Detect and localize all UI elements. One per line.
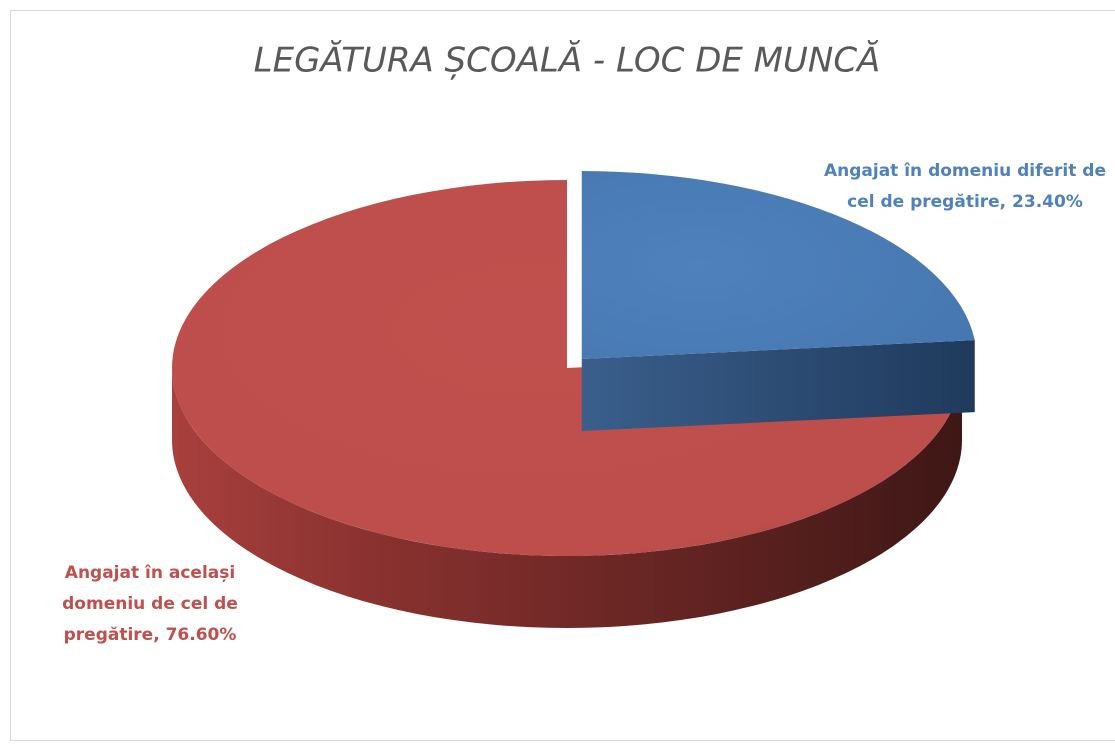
slice-side bbox=[172, 368, 962, 628]
slice-side bbox=[581, 340, 975, 432]
label-line: Angajat în același bbox=[65, 563, 235, 583]
data-label: Angajat în domeniu diferit de cel de preg… bbox=[824, 161, 1106, 212]
slice-top bbox=[581, 171, 975, 360]
slice bbox=[172, 180, 963, 628]
label-line: domeniu de cel de bbox=[62, 594, 238, 614]
label-line: Angajat în domeniu diferit de bbox=[824, 161, 1106, 181]
label-line: cel de pregătire, 23.40% bbox=[847, 192, 1083, 212]
data-label: Angajat în același domeniu de cel de pregă… bbox=[62, 563, 238, 645]
chart-title: LEGĂTURA ȘCOALĂ - LOC DE MUNCĂ bbox=[254, 40, 881, 81]
label-line: pregătire, 76.60% bbox=[64, 625, 237, 645]
slice bbox=[581, 171, 975, 432]
slice-top bbox=[172, 180, 963, 556]
